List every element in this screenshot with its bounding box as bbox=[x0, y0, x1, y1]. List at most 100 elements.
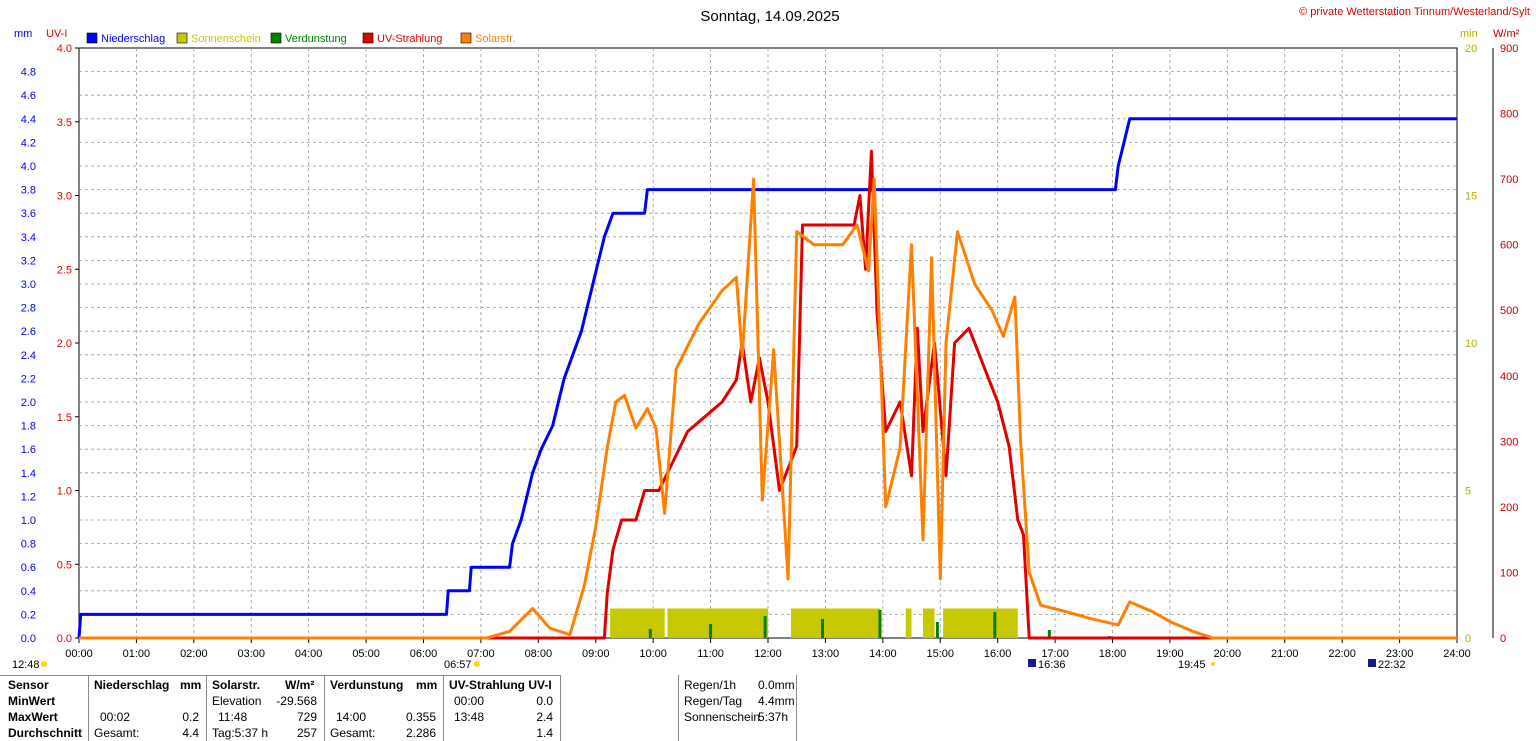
row-durchschnitt-label: Durchschnitt bbox=[8, 726, 83, 740]
mm-tick-label: 3.8 bbox=[21, 185, 36, 197]
row-durchschnitt-verd-val: 2.286 bbox=[405, 726, 436, 740]
row-maxwert-solar-time: 11:48 bbox=[218, 710, 248, 724]
row-durchschnitt-nieder-label: Gesamt: bbox=[94, 726, 140, 740]
x-tick-label: 08:00 bbox=[525, 648, 553, 660]
sunshine-bar bbox=[943, 608, 1018, 638]
uvi-tick-label: 0.5 bbox=[57, 559, 72, 571]
stats-header-mm2: mm bbox=[416, 678, 438, 692]
x-tick-label: 17:00 bbox=[1041, 648, 1069, 660]
stats-header-wm2: W/m² bbox=[285, 678, 315, 692]
uvi-tick-label: 4.0 bbox=[57, 43, 72, 55]
wm2-tick-label: 900 bbox=[1500, 43, 1518, 55]
wm2-tick-label: 0 bbox=[1500, 633, 1506, 645]
uvi-tick-label: 2.5 bbox=[57, 264, 72, 276]
mm-tick-label: 2.6 bbox=[21, 326, 36, 338]
x-tick-label: 10:00 bbox=[639, 648, 667, 660]
x-tick-label: 20:00 bbox=[1214, 648, 1242, 660]
legend-swatch bbox=[362, 32, 374, 44]
unit-mm-label: mm bbox=[14, 28, 32, 40]
mm-tick-label: 3.4 bbox=[21, 232, 36, 244]
side-regen-tag-val: 4.4mm bbox=[758, 694, 795, 708]
row-maxwert-verd-val: 0.355 bbox=[405, 710, 436, 724]
side-regen-tag-label: Regen/Tag bbox=[684, 694, 743, 708]
row-maxwert-label: MaxWert bbox=[8, 710, 58, 724]
x-tick-label: 09:00 bbox=[582, 648, 610, 660]
legend: Niederschlag Sonnenschein Verdunstung UV-St… bbox=[86, 32, 515, 45]
mm-tick-label: 0.8 bbox=[21, 539, 36, 551]
mm-tick-label: 4.8 bbox=[21, 67, 36, 79]
min-tick-label: 20 bbox=[1465, 43, 1477, 55]
sunshine-bar bbox=[905, 608, 912, 638]
x-tick-label: 00:00 bbox=[65, 648, 93, 660]
sunshine-bar bbox=[923, 608, 935, 638]
uvi-tick-label: 1.0 bbox=[57, 486, 72, 498]
series-line-solarstr. bbox=[79, 177, 1457, 640]
sunrise-icon bbox=[474, 661, 480, 667]
wm2-tick-label: 400 bbox=[1500, 371, 1518, 383]
row-minwert-uv-time: 00:00 bbox=[454, 694, 485, 708]
x-tick-label: 13:00 bbox=[812, 648, 840, 660]
mm-tick-label: 4.4 bbox=[21, 114, 36, 126]
legend-label: UV-Strahlung bbox=[377, 33, 442, 45]
mm-tick-label: 0.2 bbox=[21, 609, 36, 621]
stats-header-solar: Solarstr. bbox=[212, 678, 261, 692]
sunshine-bar bbox=[667, 608, 768, 638]
moon2-label: 22:32 bbox=[1378, 659, 1406, 671]
moonset-icon bbox=[1028, 659, 1036, 667]
legend-swatch bbox=[176, 32, 188, 44]
x-tick-label: 11:00 bbox=[697, 648, 724, 660]
x-tick-label: 15:00 bbox=[926, 648, 954, 660]
x-tick-label: 01:00 bbox=[123, 648, 151, 660]
sunset-label: 19:45 bbox=[1178, 659, 1206, 671]
min-tick-label: 5 bbox=[1465, 486, 1471, 498]
row-durchschnitt-verd-label: Gesamt: bbox=[330, 726, 376, 740]
row-durchschnitt-nieder-val: 4.4 bbox=[182, 726, 199, 740]
mm-tick-label: 0.4 bbox=[21, 586, 36, 598]
wm2-tick-label: 200 bbox=[1500, 502, 1518, 514]
moonrise-icon bbox=[41, 661, 47, 667]
x-tick-label: 18:00 bbox=[1099, 648, 1127, 660]
x-tick-label: 24:00 bbox=[1443, 648, 1471, 660]
moon2-icon bbox=[1368, 659, 1376, 667]
x-tick-label: 05:00 bbox=[352, 648, 380, 660]
min-tick-label: 10 bbox=[1465, 338, 1477, 350]
side-regen-h-label: Regen/1h bbox=[684, 678, 737, 692]
sunshine-bars bbox=[610, 608, 1018, 638]
x-tick-label: 07:00 bbox=[467, 648, 495, 660]
x-tick-label: 14:00 bbox=[869, 648, 897, 660]
chart-title: Sonntag, 14.09.2025 bbox=[700, 8, 839, 25]
mm-tick-label: 0.0 bbox=[21, 633, 36, 645]
series-line-uv-strahlung bbox=[79, 149, 1457, 640]
legend-label: Niederschlag bbox=[101, 33, 165, 45]
mm-tick-label: 2.2 bbox=[21, 373, 36, 385]
row-maxwert-verd-time: 14:00 bbox=[336, 710, 367, 724]
mm-tick-label: 3.6 bbox=[21, 208, 36, 220]
wm2-tick-label: 600 bbox=[1500, 240, 1518, 252]
min-tick-label: 15 bbox=[1465, 191, 1477, 203]
wm2-tick-label: 300 bbox=[1500, 436, 1518, 448]
legend-label: Sonnenschein bbox=[191, 33, 261, 45]
wm2-tick-label: 800 bbox=[1500, 109, 1518, 121]
row-minwert-uv-val: 0.0 bbox=[536, 694, 553, 708]
moonrise-label: 12:48 bbox=[12, 659, 40, 671]
row-minwert-label: MinWert bbox=[8, 694, 56, 708]
grid bbox=[78, 47, 1458, 639]
row-maxwert-nieder-time: 00:02 bbox=[100, 710, 131, 724]
x-tick-label: 12:00 bbox=[754, 648, 782, 660]
mm-tick-label: 4.0 bbox=[21, 161, 36, 173]
row-minwert-solar-label: Elevation bbox=[212, 694, 262, 708]
wm2-tick-label: 700 bbox=[1500, 174, 1518, 186]
side-sonne-val: 5:37h bbox=[758, 710, 789, 724]
min-tick-label: 0 bbox=[1465, 633, 1471, 645]
row-durchschnitt-uv-val: 1.4 bbox=[536, 726, 553, 740]
mm-tick-label: 1.6 bbox=[21, 444, 36, 456]
row-durchschnitt-solar-label: Tag:5:37 h bbox=[212, 726, 269, 740]
copyright-label: © private Wetterstation Tinnum/Westerlan… bbox=[1299, 6, 1530, 18]
weather-chart: Sonntag, 14.09.2025 © private Wetterstat… bbox=[12, 6, 1530, 671]
mm-tick-label: 2.8 bbox=[21, 303, 36, 315]
wm2-tick-label: 100 bbox=[1500, 567, 1518, 579]
mm-tick-label: 1.4 bbox=[21, 468, 36, 480]
wm2-tick-label: 500 bbox=[1500, 305, 1518, 317]
stats-header-niederschlag: Niederschlag bbox=[94, 678, 170, 692]
legend-swatch bbox=[270, 32, 282, 44]
